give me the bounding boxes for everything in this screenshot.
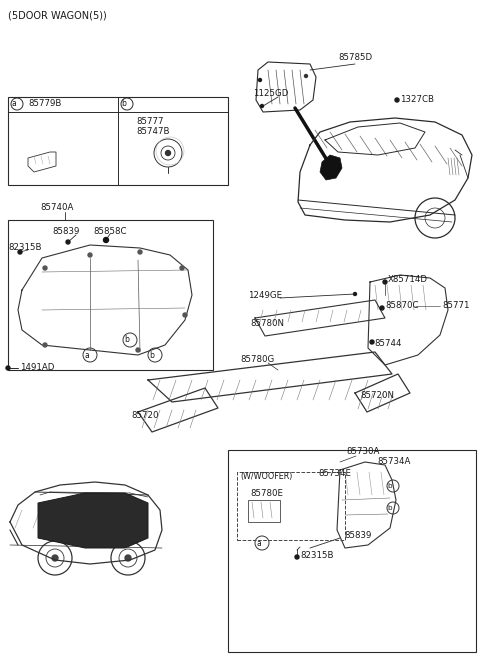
- Bar: [228, 450, 476, 652]
- Text: 85780E: 85780E: [250, 489, 283, 497]
- Text: 1125GD: 1125GD: [253, 89, 288, 98]
- Text: 82315B: 82315B: [8, 243, 41, 253]
- Circle shape: [180, 266, 184, 270]
- Text: a: a: [257, 539, 262, 548]
- Circle shape: [380, 306, 384, 310]
- Text: 85734E: 85734E: [318, 468, 351, 478]
- Text: b: b: [125, 335, 130, 344]
- Text: 85785D: 85785D: [338, 54, 372, 62]
- Bar: [8, 97, 228, 185]
- Bar: [237, 472, 345, 540]
- Text: 85720N: 85720N: [360, 392, 394, 401]
- Polygon shape: [320, 155, 342, 180]
- Text: 85744: 85744: [374, 340, 401, 348]
- Text: 85720: 85720: [131, 411, 158, 419]
- Circle shape: [304, 75, 308, 77]
- Circle shape: [43, 266, 47, 270]
- Circle shape: [136, 348, 140, 352]
- Text: 85734A: 85734A: [377, 457, 410, 466]
- Text: 85839: 85839: [52, 228, 79, 237]
- Circle shape: [261, 104, 264, 108]
- Circle shape: [6, 366, 10, 370]
- Circle shape: [125, 555, 131, 561]
- Text: (W/WOOFER): (W/WOOFER): [240, 472, 292, 480]
- Circle shape: [295, 555, 299, 559]
- Text: 85771: 85771: [442, 302, 469, 310]
- Text: a: a: [12, 100, 16, 108]
- Circle shape: [183, 313, 187, 317]
- Text: 85780N: 85780N: [250, 319, 284, 329]
- Text: b: b: [388, 483, 392, 489]
- Polygon shape: [38, 493, 148, 548]
- Bar: [8, 220, 213, 370]
- Circle shape: [88, 253, 92, 257]
- Text: (5DOOR WAGON(5)): (5DOOR WAGON(5)): [8, 11, 107, 21]
- Text: 1327CB: 1327CB: [400, 96, 434, 104]
- Text: b: b: [121, 100, 126, 108]
- Text: 85747B: 85747B: [136, 127, 169, 136]
- Circle shape: [259, 79, 262, 81]
- Circle shape: [18, 250, 22, 254]
- Text: X85714D: X85714D: [388, 276, 428, 285]
- Circle shape: [383, 280, 387, 284]
- Circle shape: [43, 343, 47, 347]
- Text: a: a: [84, 350, 89, 359]
- Text: 85858C: 85858C: [93, 228, 127, 237]
- Text: 85779B: 85779B: [28, 100, 61, 108]
- Text: 85777: 85777: [136, 117, 164, 127]
- Text: 82315B: 82315B: [300, 550, 334, 560]
- Text: b: b: [388, 505, 392, 511]
- Circle shape: [52, 555, 58, 561]
- Text: 85780G: 85780G: [240, 356, 274, 365]
- Text: 85839: 85839: [344, 531, 372, 541]
- Text: 1491AD: 1491AD: [20, 363, 54, 373]
- Circle shape: [370, 340, 374, 344]
- Circle shape: [66, 240, 70, 244]
- Text: b: b: [150, 350, 155, 359]
- Text: 1249GE: 1249GE: [248, 291, 282, 300]
- Circle shape: [104, 237, 108, 243]
- Circle shape: [353, 293, 357, 295]
- Text: 85730A: 85730A: [346, 447, 379, 457]
- Circle shape: [395, 98, 399, 102]
- Circle shape: [166, 150, 170, 155]
- Circle shape: [138, 250, 142, 254]
- Text: 85870C: 85870C: [385, 302, 419, 310]
- Bar: [248, 500, 280, 522]
- Text: 85740A: 85740A: [40, 203, 73, 213]
